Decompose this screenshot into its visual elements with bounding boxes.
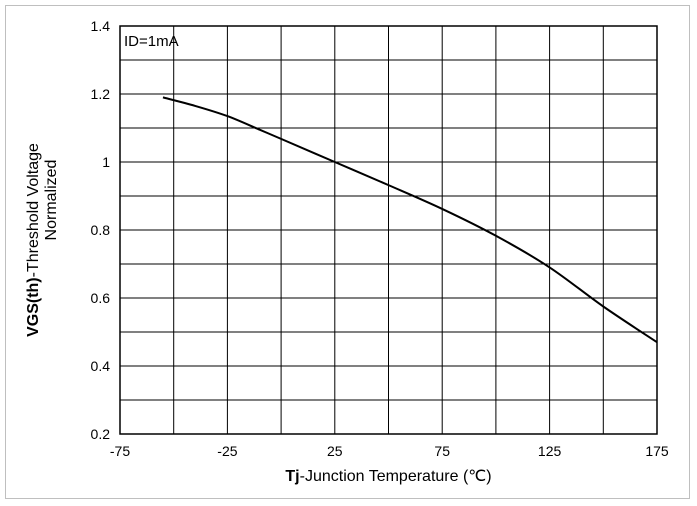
y-axis-label-line2: Normalized xyxy=(43,160,60,241)
grid-layer xyxy=(120,26,657,434)
x-tick-label: -75 xyxy=(110,443,130,459)
y-tick-label: 0.6 xyxy=(91,290,111,306)
annotation-text: ID=1mA xyxy=(124,33,179,50)
y-axis-label-rest: -Threshold Voltage xyxy=(25,143,42,277)
series-line xyxy=(162,96,658,344)
x-axis-label-rest: -Junction Temperature (℃) xyxy=(300,468,492,485)
x-tick-label: 175 xyxy=(645,443,669,459)
y-tick-label: 1.2 xyxy=(91,86,111,102)
x-axis-label: Tj-Junction Temperature (℃) xyxy=(285,468,491,485)
y-tick-label: 0.2 xyxy=(91,426,111,442)
x-tick-label: 125 xyxy=(538,443,562,459)
x-tick-label: -25 xyxy=(217,443,237,459)
x-tick-label: 25 xyxy=(327,443,343,459)
y-tick-label: 1.4 xyxy=(91,18,111,34)
plot-border xyxy=(119,25,658,435)
x-tick-label: 75 xyxy=(434,443,450,459)
y-axis-label-line1: VGS(th)-Threshold Voltage xyxy=(25,143,42,337)
x-axis-label-bold: Tj xyxy=(285,468,299,485)
chart-frame xyxy=(5,5,690,499)
tick-label-layer: -75 -25 25 75 125 175 0.2 0.4 0.6 0.8 1 1.2 1.4 xyxy=(91,18,669,459)
y-tick-label: 0.8 xyxy=(91,222,111,238)
y-tick-label: 0.4 xyxy=(91,358,111,374)
y-axis-label-bold: VGS(th) xyxy=(25,277,42,337)
y-tick-label: 1 xyxy=(102,154,110,170)
